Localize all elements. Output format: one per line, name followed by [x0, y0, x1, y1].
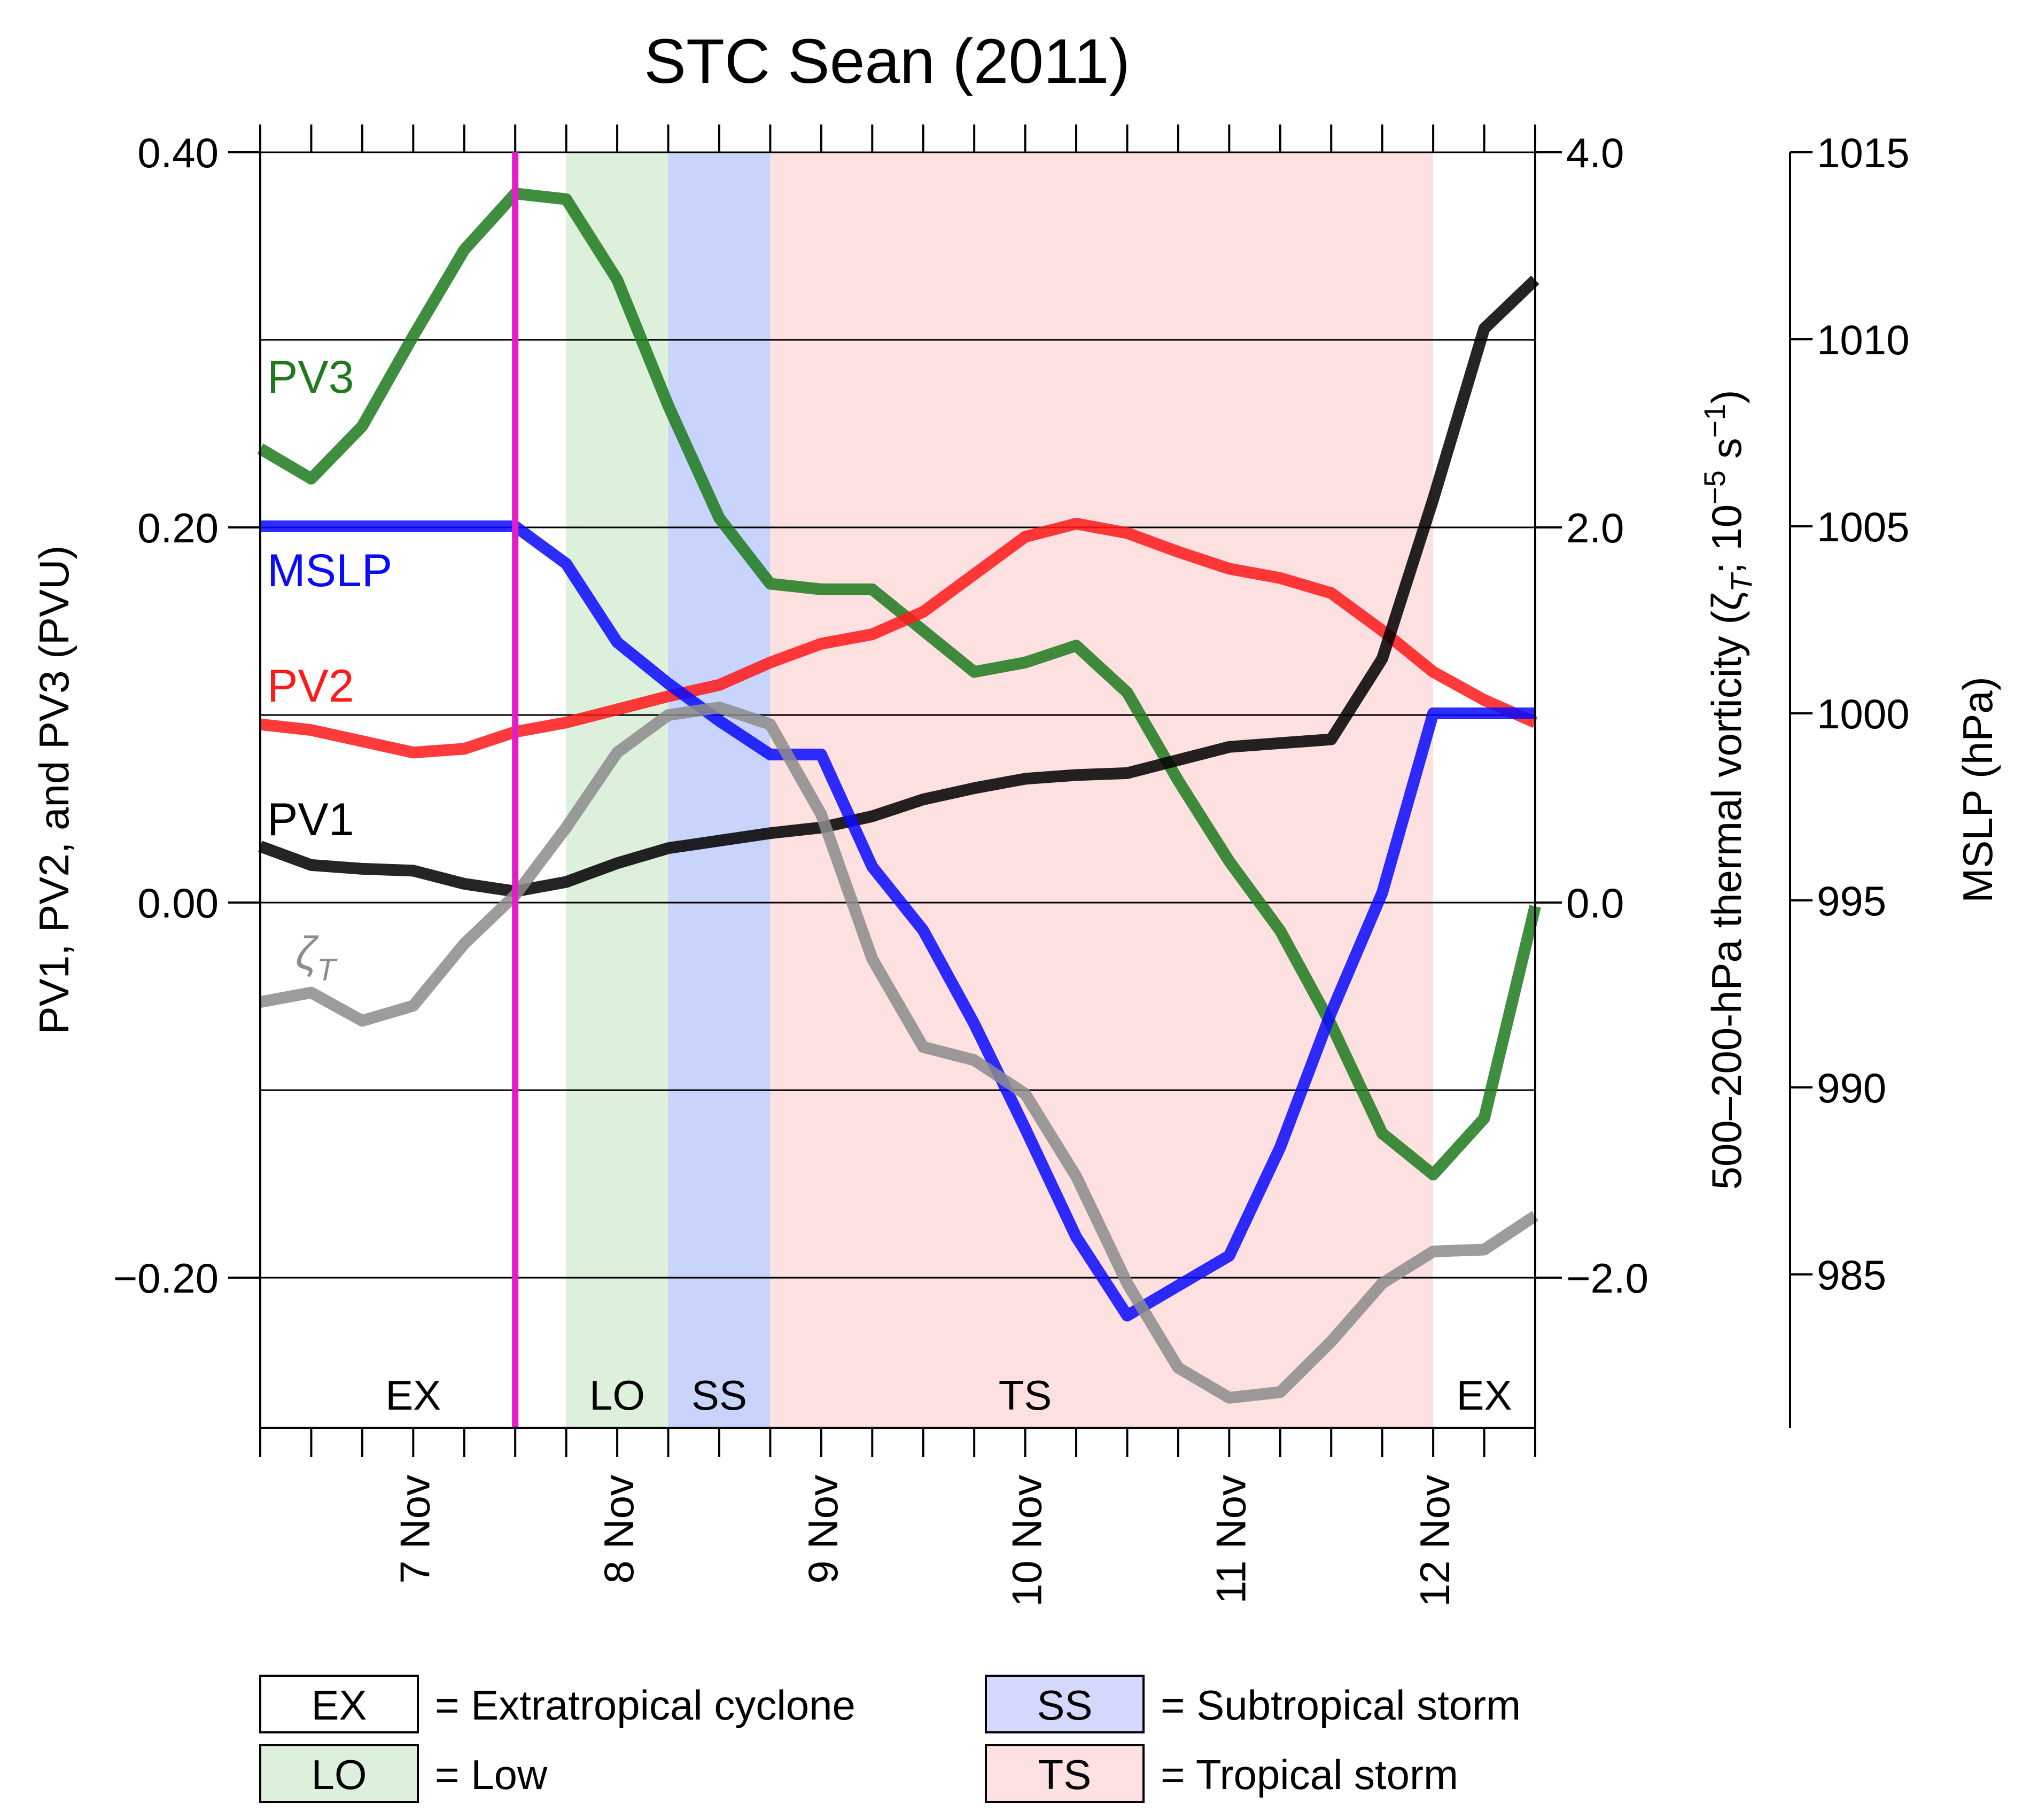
phase-bands: [260, 152, 1535, 1428]
legend-text-ss: = Subtropical storm: [1161, 1682, 1521, 1729]
axis-titles: PV1, PV2, and PV3 (PVU) 500–200-hPa therm…: [30, 390, 2001, 1190]
middle-tick-label-1: 2.0: [1566, 504, 1624, 551]
legend-text-ts: = Tropical storm: [1161, 1751, 1458, 1798]
left-tick-label-0: 0.40: [137, 129, 219, 176]
middle-axis-title-part-0: 500–200-hPa thermal vorticity (ζ: [1703, 592, 1750, 1189]
right-tick-label-2: 1005: [1817, 503, 1910, 550]
middle-axis-title-part-2: ; 10: [1703, 504, 1750, 574]
right-tick-label-5: 990: [1817, 1064, 1886, 1111]
right-tick-label-3: 1000: [1817, 690, 1910, 737]
left-tick-label-3: −0.20: [113, 1255, 219, 1302]
middle-axis-title-part-3: −5: [1698, 470, 1731, 504]
right-tick-label-0: 1015: [1817, 129, 1910, 176]
legend-text-lo: = Low: [435, 1751, 548, 1798]
phase-band-ts: [770, 152, 1434, 1428]
legend-code-ss: SS: [1037, 1682, 1092, 1729]
legend-code-ex: EX: [311, 1682, 367, 1729]
phase-band-lo: [566, 152, 668, 1428]
legend-swatch-lo: [259, 1744, 419, 1803]
axes: 7 Nov 8 Nov 9 Nov 10 Nov 11 Nov 12 Nov 0.40 0.2…: [113, 125, 1910, 1607]
x-tick-label-0: 7 Nov: [391, 1475, 438, 1584]
x-tick-label-2: 9 Nov: [799, 1475, 846, 1584]
phase-band-ex: [1433, 152, 1535, 1428]
phase-band-ss: [668, 152, 771, 1428]
series-label-subscript: T: [317, 953, 338, 987]
x-tick-label-5: 12 Nov: [1411, 1475, 1458, 1607]
middle-axis-title-part-5: −1: [1698, 404, 1731, 438]
legend-swatch-ss: [985, 1675, 1145, 1733]
right-tick-label-1: 1010: [1817, 316, 1910, 363]
legend-text-ex: = Extratropical cyclone: [435, 1682, 855, 1729]
legend-code-ts: TS: [1038, 1751, 1092, 1798]
series-line-mslp: [260, 520, 1535, 1321]
x-tick-label-3: 10 Nov: [1004, 1475, 1051, 1607]
series-line-pv2: [259, 518, 1538, 759]
right-axis-title: MSLP (hPa): [1954, 676, 2001, 903]
left-tick-label-1: 0.20: [137, 504, 219, 551]
legend: EX = Extratropical cyclone SS = Subtropical…: [259, 1675, 1521, 1803]
middle-axis-title: 500–200-hPa thermal vorticity (ζT; 10−5 …: [1698, 390, 1758, 1190]
series-lines: [257, 188, 1541, 1404]
x-tick-label-4: 11 Nov: [1207, 1475, 1254, 1604]
gridlines: [260, 151, 1535, 1279]
phase-label-lo-1: LO: [589, 1372, 645, 1419]
phase-labels: EX LO SS TS EX: [385, 1372, 1512, 1419]
series-line-pv3: [257, 188, 1541, 1181]
middle-axis-title-part-6: ): [1703, 390, 1750, 404]
series-label-pv2: PV2: [267, 660, 354, 712]
series-line-pv1: [258, 275, 1539, 898]
phase-label-ts-3: TS: [999, 1372, 1052, 1419]
plot-frame: [259, 125, 1791, 1429]
series-label-pv3: PV3: [267, 352, 354, 403]
middle-tick-label-3: −2.0: [1566, 1255, 1648, 1302]
legend-swatch-ex: [259, 1675, 419, 1733]
middle-axis-title-part-4: s: [1703, 438, 1750, 470]
middle-axis-title-part-1: T: [1724, 572, 1758, 592]
phase-label-ex-4: EX: [1457, 1372, 1512, 1419]
legend-code-lo: LO: [311, 1751, 367, 1798]
x-tick-label-1: 8 Nov: [595, 1475, 642, 1584]
phase-band-ex: [260, 152, 516, 1428]
series-label-mslp: MSLP: [267, 545, 392, 596]
right-tick-label-6: 985: [1817, 1251, 1886, 1298]
phase-label-ex-0: EX: [385, 1372, 441, 1419]
legend-swatch-ts: [985, 1744, 1145, 1803]
phase-label-ss-2: SS: [691, 1372, 747, 1419]
chart-title: STC Sean (2011): [644, 26, 1130, 97]
left-tick-label-2: 0.00: [137, 880, 219, 927]
series-label-pv1: PV1: [267, 794, 354, 845]
series-line-zeta-t: [259, 702, 1539, 1404]
middle-tick-label-0: 4.0: [1566, 129, 1624, 176]
right-tick-label-4: 995: [1817, 877, 1886, 924]
left-axis-title: PV1, PV2, and PV3 (PVU): [30, 546, 77, 1035]
middle-tick-label-2: 0.0: [1566, 880, 1624, 927]
